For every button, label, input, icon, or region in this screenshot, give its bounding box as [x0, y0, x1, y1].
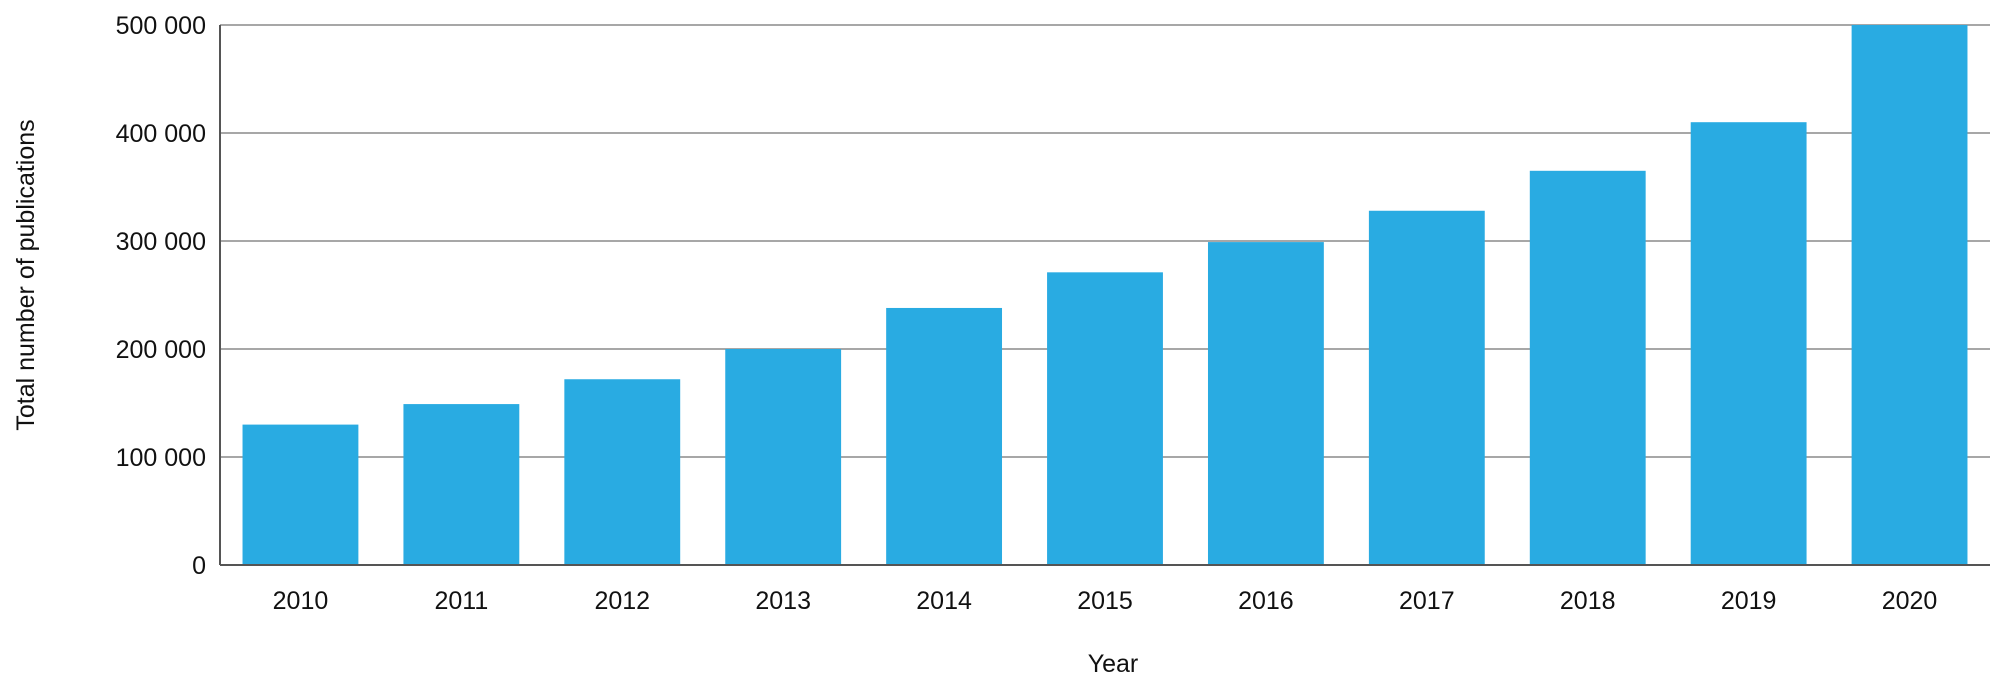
bar-2016 — [1207, 242, 1324, 565]
x-tick-label-2016: 2016 — [1238, 587, 1294, 615]
axes — [219, 25, 1990, 566]
bar-2017 — [1368, 210, 1485, 565]
x-tick-label-2017: 2017 — [1399, 587, 1455, 615]
y-tick-label-100000: 100 000 — [116, 444, 206, 472]
x-tick-label-2013: 2013 — [755, 587, 811, 615]
bar-2010 — [242, 424, 359, 565]
bar-2014 — [886, 307, 1003, 565]
y-tick-label-500000: 500 000 — [116, 12, 206, 40]
bar-2019 — [1690, 122, 1807, 565]
y-tick-label-200000: 200 000 — [116, 336, 206, 364]
y-tick-label-300000: 300 000 — [116, 228, 206, 256]
x-tick-label-2018: 2018 — [1560, 587, 1616, 615]
bar-2020 — [1851, 25, 1968, 565]
bars — [242, 25, 1968, 566]
bar-2011 — [403, 404, 520, 565]
bar-2015 — [1047, 272, 1163, 565]
x-tick-label-2015: 2015 — [1077, 587, 1133, 615]
x-tick-label-2019: 2019 — [1721, 587, 1777, 615]
x-tick-label-2012: 2012 — [594, 587, 650, 615]
y-tick-labels: 0 100 000 200 000 300 000 400 000 500 000 — [116, 12, 206, 580]
bar-2012 — [564, 379, 681, 565]
x-tick-label-2020: 2020 — [1882, 587, 1938, 615]
bar-2013 — [725, 349, 842, 565]
x-tick-labels: 2010 2011 2012 2013 2014 2015 2016 2017 2018 2019… — [273, 587, 1938, 615]
y-tick-label-0: 0 — [192, 552, 206, 580]
x-tick-label-2010: 2010 — [273, 587, 329, 615]
y-tick-label-400000: 400 000 — [116, 120, 206, 148]
x-tick-label-2014: 2014 — [916, 587, 972, 615]
bar-2018 — [1529, 170, 1646, 566]
x-tick-label-2011: 2011 — [434, 587, 488, 615]
x-axis-title: Year — [1088, 650, 1139, 678]
y-axis-title: Total number of publications — [12, 119, 40, 430]
